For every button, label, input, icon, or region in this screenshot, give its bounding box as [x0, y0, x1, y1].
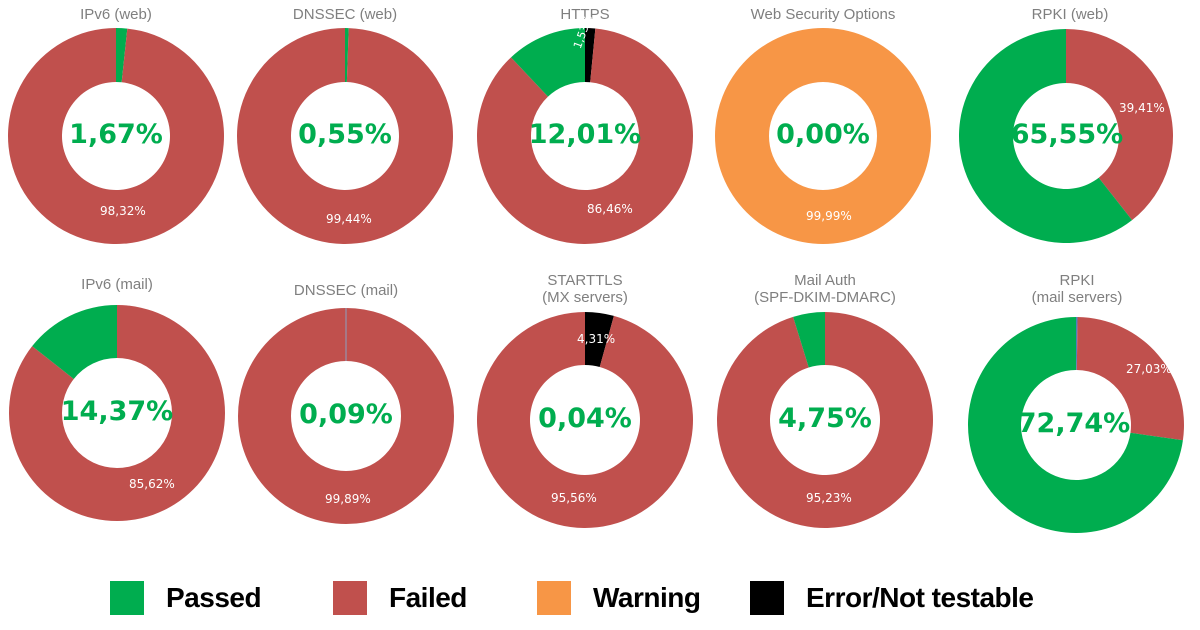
donut-ipv6-web: [8, 28, 225, 244]
center-value: 0,04%: [538, 403, 632, 434]
center-value: 0,00%: [776, 119, 870, 150]
legend-label: Passed: [166, 582, 262, 613]
chart-title: RPKI (web): [1031, 6, 1109, 23]
donut-dnssec-web: [236, 28, 453, 244]
legend-swatch-passed: [110, 581, 144, 615]
center-value: 1,67%: [69, 119, 163, 150]
center-value: 12,01%: [528, 119, 642, 150]
donut-rpki-web: [958, 29, 1173, 244]
chart-subtitle: (mail servers): [1031, 289, 1123, 306]
legend: Passed Failed Warning Error/Not testable: [0, 578, 1200, 628]
chart-title: IPv6 (mail): [81, 276, 153, 293]
chart-dnssec-mail: DNSSEC (mail) 0,09% 99,89%: [236, 274, 456, 534]
slice-label-failed: 86,46%: [587, 202, 633, 216]
donut-rpki-mail: [968, 317, 1184, 533]
slice-label-failed: 95,56%: [551, 491, 597, 505]
chart-title: DNSSEC (mail): [293, 282, 399, 299]
legend-item-failed: Failed: [333, 578, 467, 618]
chart-title: Web Security Options: [750, 6, 896, 23]
slice-label-failed: 98,32%: [100, 204, 146, 218]
slice-label-failed: 99,89%: [325, 492, 371, 506]
center-value: 72,74%: [1017, 408, 1131, 439]
chart-mail-auth: Mail Auth (SPF-DKIM-DMARC) 4,75% 95,23%: [715, 268, 935, 534]
chart-https: HTTPS 12,01% 1,53% 86,46%: [475, 4, 695, 254]
chart-title: DNSSEC (web): [292, 6, 398, 23]
chart-title: Mail Auth: [794, 272, 856, 289]
chart-subtitle: (SPF-DKIM-DMARC): [754, 289, 896, 306]
chart-ipv6-web: IPv6 (web) 1,67% 98,32%: [6, 4, 226, 254]
chart-subtitle: (MX servers): [542, 289, 628, 306]
slice-label-failed: 95,23%: [806, 491, 852, 505]
legend-swatch-failed: [333, 581, 367, 615]
legend-swatch-error: [750, 581, 784, 615]
center-value: 65,55%: [1010, 119, 1124, 150]
slice-label-warning: 99,99%: [806, 209, 852, 223]
chart-rpki-web: RPKI (web) 65,55% 39,41%: [955, 4, 1185, 254]
center-value: 4,75%: [778, 403, 872, 434]
slice-label-failed: 99,44%: [326, 212, 372, 226]
chart-rpki-mail: RPKI (mail servers) 72,74% 27,03%: [962, 268, 1192, 538]
center-value: 14,37%: [60, 396, 174, 427]
slice-label-failed: 39,41%: [1119, 101, 1165, 115]
donut-https: [477, 27, 693, 244]
chart-title: RPKI: [1059, 272, 1095, 289]
center-value: 0,09%: [299, 399, 393, 430]
slice-label-error: 4,31%: [577, 332, 616, 346]
legend-item-passed: Passed: [110, 578, 262, 618]
slice-label-failed: 85,62%: [129, 477, 175, 491]
donut-dnssec-mail: [238, 308, 454, 524]
donut-mail-auth: [717, 312, 933, 528]
donut-web-security-options: [715, 28, 931, 244]
chart-title: STARTTLS: [547, 272, 623, 289]
legend-swatch-warning: [537, 581, 571, 615]
chart-title: HTTPS: [560, 6, 610, 23]
legend-label: Warning: [593, 582, 701, 613]
chart-ipv6-mail: IPv6 (mail) 14,37% 85,62%: [7, 274, 227, 534]
donut-ipv6-mail: [8, 305, 225, 521]
chart-dnssec-web: DNSSEC (web) 0,55% 99,44%: [235, 4, 455, 254]
chart-web-security-options: Web Security Options 0,00% 99,99%: [713, 4, 933, 254]
legend-item-error: Error/Not testable: [750, 578, 1034, 618]
donut-starttls: [476, 312, 693, 528]
legend-label: Failed: [389, 582, 467, 613]
chart-starttls: STARTTLS (MX servers) 0,04% 4,31% 95,56%: [475, 268, 695, 534]
legend-item-warning: Warning: [537, 578, 701, 618]
center-value: 0,55%: [298, 119, 392, 150]
legend-label: Error/Not testable: [806, 582, 1034, 613]
chart-title: IPv6 (web): [80, 6, 152, 23]
slice-label-failed: 27,03%: [1126, 362, 1172, 376]
